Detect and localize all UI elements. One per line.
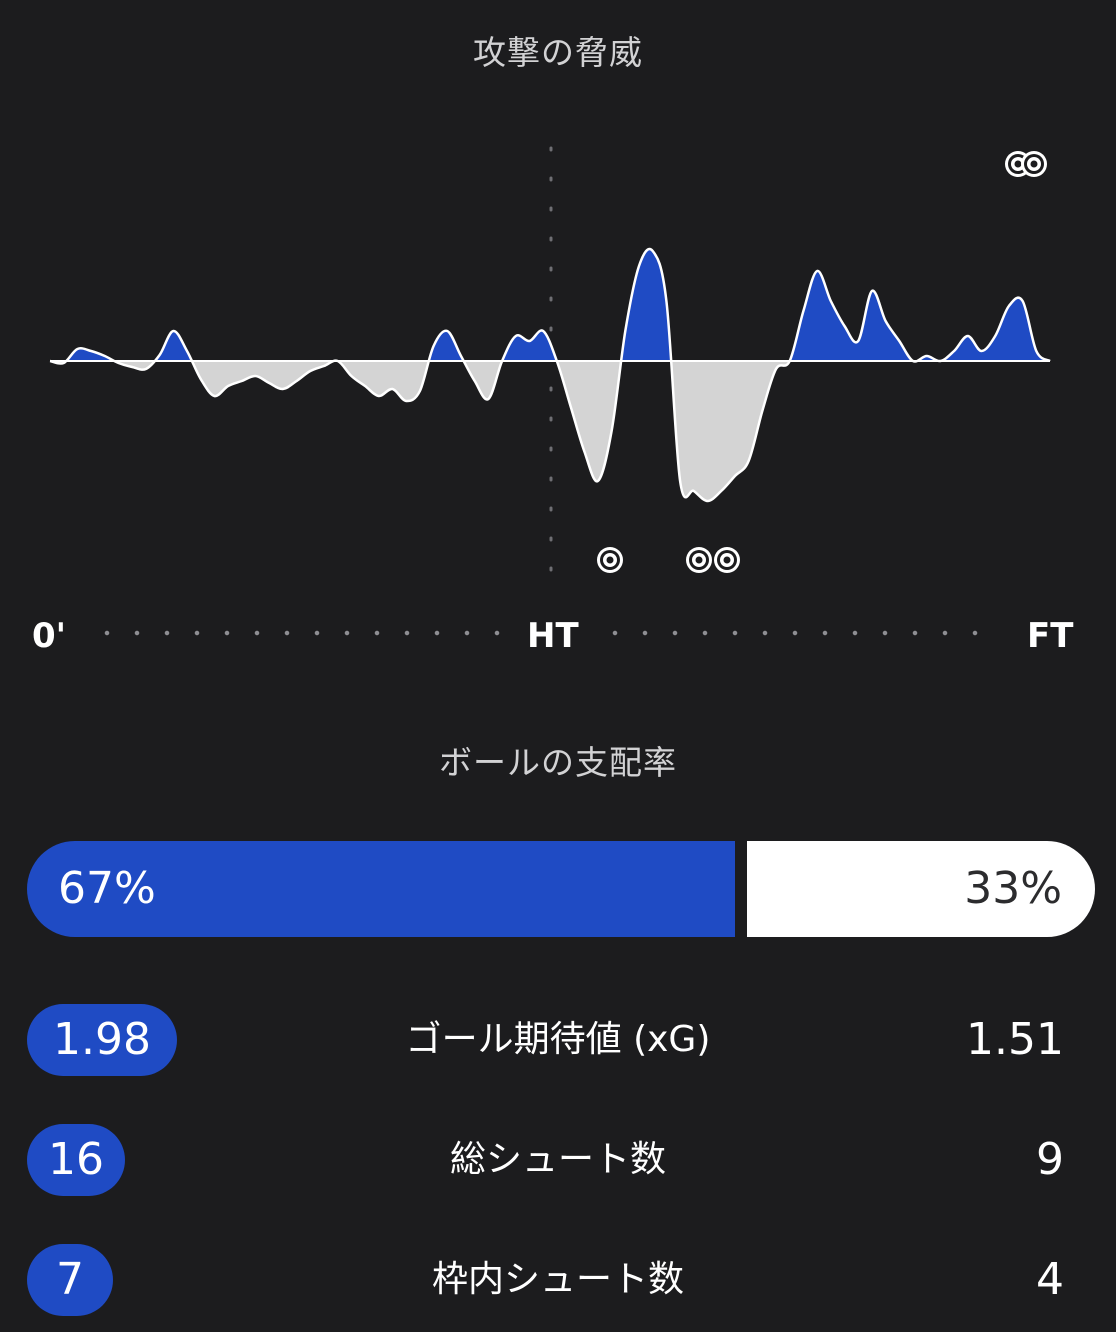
stat-row-total-shots: 16 総シュート数 9 [0, 1124, 1116, 1198]
timeline-fulltime-label: FT [1027, 616, 1074, 656]
stat-home-value: 7 [27, 1244, 113, 1316]
stat-row-xg: 1.98 ゴール期待値 (xG) 1.51 [0, 1004, 1116, 1078]
stat-label: ゴール期待値 (xG) [405, 1019, 711, 1060]
stat-home-value: 1.98 [27, 1004, 177, 1076]
momentum-outline [49, 247, 1051, 503]
stat-away-value: 9 [1036, 1134, 1064, 1185]
away-goal-marker-1 [597, 547, 623, 573]
stat-label: 総シュート数 [449, 1139, 666, 1180]
possession-home-bar: 67% [27, 841, 735, 937]
possession-away-value: 33% [964, 863, 1062, 914]
soccer-ball-icon [1021, 151, 1047, 177]
home-goal-marker [1005, 151, 1047, 177]
timeline-halftime-label: HT [527, 616, 579, 656]
timeline-dots-second-half [600, 630, 990, 636]
momentum-home-area [50, 249, 1050, 361]
stat-away-value: 4 [1036, 1254, 1064, 1305]
momentum-away-area [50, 361, 1050, 501]
stat-row-shots-on-target: 7 枠内シュート数 4 [0, 1244, 1116, 1318]
soccer-ball-icon [597, 547, 623, 573]
timeline-dots-first-half [92, 630, 512, 636]
possession-title: ボールの支配率 [439, 743, 677, 782]
away-goal-marker-2 [686, 547, 740, 573]
stat-home-value: 16 [27, 1124, 125, 1196]
stat-away-value: 1.51 [966, 1014, 1064, 1065]
soccer-ball-icon [714, 547, 740, 573]
stat-label: 枠内シュート数 [431, 1259, 684, 1300]
momentum-chart [49, 146, 1051, 578]
possession-home-value: 67% [58, 863, 156, 914]
momentum-title: 攻撃の脅威 [473, 33, 643, 72]
soccer-ball-icon [686, 547, 712, 573]
timeline-start-label: 0' [32, 616, 67, 656]
possession-away-bar: 33% [747, 841, 1095, 937]
